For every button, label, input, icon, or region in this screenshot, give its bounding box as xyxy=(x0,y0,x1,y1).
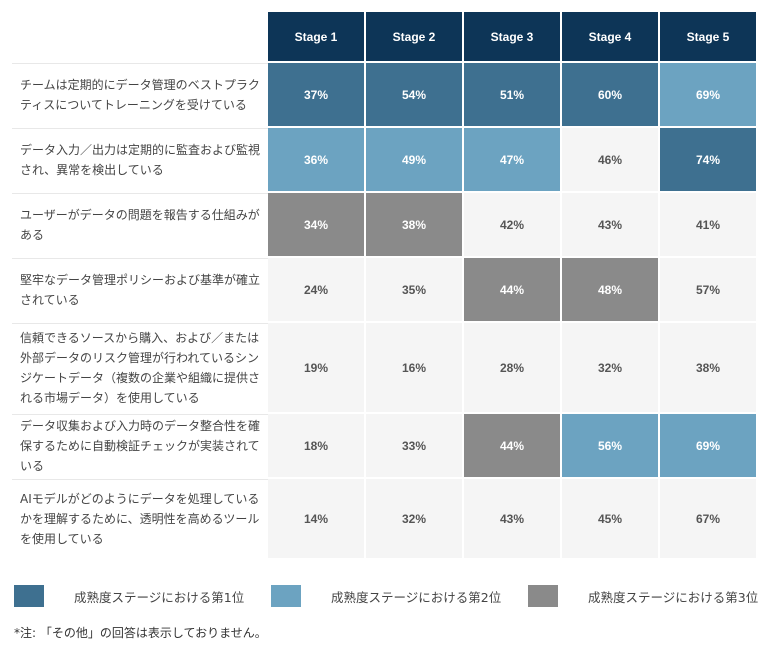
footnote: *注: 「その他」の回答は表示しておりません。 xyxy=(14,626,267,640)
value-cell: 56% xyxy=(562,414,658,477)
table-body: チームは定期的にデータ管理のベストプラクティスについてトレーニングを受けている 3… xyxy=(12,61,758,558)
value-cell: 32% xyxy=(366,479,462,558)
row-label: ユーザーがデータの問題を報告する仕組みがある xyxy=(12,193,268,256)
value-cell: 42% xyxy=(464,193,560,256)
legend-item-rank1: 成熟度ステージにおける第1位 xyxy=(14,585,271,607)
value-cell: 34% xyxy=(268,193,364,256)
table-row: データ入力／出力は定期的に監査および監視され、異常を検出している 36% 49% 47… xyxy=(12,126,758,191)
value-cell: 38% xyxy=(660,323,756,412)
table-row: ユーザーがデータの問題を報告する仕組みがある 34% 38% 42% 43% 41% xyxy=(12,191,758,256)
maturity-table: Stage 1 Stage 2 Stage 3 Stage 4 Stage 5 … xyxy=(12,12,758,558)
legend: 成熟度ステージにおける第1位 成熟度ステージにおける第2位 成熟度ステージにおけ… xyxy=(14,585,768,607)
value-cell: 18% xyxy=(268,414,364,477)
value-cell: 49% xyxy=(366,128,462,191)
row-label: データ入力／出力は定期的に監査および監視され、異常を検出している xyxy=(12,128,268,191)
legend-swatch xyxy=(528,585,558,607)
column-header: Stage 3 xyxy=(464,12,560,61)
header-row: Stage 1 Stage 2 Stage 3 Stage 4 Stage 5 xyxy=(12,12,758,61)
value-cell: 69% xyxy=(660,63,756,126)
row-label: 堅牢なデータ管理ポリシーおよび基準が確立されている xyxy=(12,258,268,321)
legend-item-rank2: 成熟度ステージにおける第2位 xyxy=(271,585,528,607)
column-header: Stage 2 xyxy=(366,12,462,61)
value-cell: 37% xyxy=(268,63,364,126)
value-cell: 60% xyxy=(562,63,658,126)
table-row: AIモデルがどのようにデータを処理しているかを理解するために、透明性を高めるツー… xyxy=(12,477,758,558)
legend-item-rank3: 成熟度ステージにおける第3位 xyxy=(528,585,768,607)
legend-swatch xyxy=(14,585,44,607)
row-label: AIモデルがどのようにデータを処理しているかを理解するために、透明性を高めるツー… xyxy=(12,479,268,558)
row-label: 信頼できるソースから購入、および／または外部データのリスク管理が行われているシン… xyxy=(12,323,268,412)
column-header: Stage 1 xyxy=(268,12,364,61)
value-cell: 16% xyxy=(366,323,462,412)
value-cell: 48% xyxy=(562,258,658,321)
value-cell: 67% xyxy=(660,479,756,558)
value-cell: 24% xyxy=(268,258,364,321)
table-row: チームは定期的にデータ管理のベストプラクティスについてトレーニングを受けている 3… xyxy=(12,61,758,126)
value-cell: 44% xyxy=(464,258,560,321)
value-cell: 69% xyxy=(660,414,756,477)
value-cell: 43% xyxy=(562,193,658,256)
value-cell: 51% xyxy=(464,63,560,126)
column-header: Stage 5 xyxy=(660,12,756,61)
value-cell: 19% xyxy=(268,323,364,412)
legend-label: 成熟度ステージにおける第1位 xyxy=(74,589,245,605)
value-cell: 14% xyxy=(268,479,364,558)
value-cell: 43% xyxy=(464,479,560,558)
value-cell: 47% xyxy=(464,128,560,191)
table-row: 堅牢なデータ管理ポリシーおよび基準が確立されている 24% 35% 44% 48% 57% xyxy=(12,256,758,321)
value-cell: 46% xyxy=(562,128,658,191)
value-cell: 33% xyxy=(366,414,462,477)
value-cell: 45% xyxy=(562,479,658,558)
value-cell: 44% xyxy=(464,414,560,477)
value-cell: 35% xyxy=(366,258,462,321)
legend-label: 成熟度ステージにおける第3位 xyxy=(588,589,759,605)
value-cell: 28% xyxy=(464,323,560,412)
table-row: 信頼できるソースから購入、および／または外部データのリスク管理が行われているシン… xyxy=(12,321,758,412)
legend-swatch xyxy=(271,585,301,607)
value-cell: 32% xyxy=(562,323,658,412)
header-blank xyxy=(12,12,268,61)
value-cell: 36% xyxy=(268,128,364,191)
value-cell: 57% xyxy=(660,258,756,321)
legend-label: 成熟度ステージにおける第2位 xyxy=(331,589,502,605)
value-cell: 74% xyxy=(660,128,756,191)
table-row: データ収集および入力時のデータ整合性を確保するために自動検証チェックが実装されて… xyxy=(12,412,758,477)
value-cell: 38% xyxy=(366,193,462,256)
row-label: チームは定期的にデータ管理のベストプラクティスについてトレーニングを受けている xyxy=(12,63,268,126)
value-cell: 41% xyxy=(660,193,756,256)
value-cell: 54% xyxy=(366,63,462,126)
column-header: Stage 4 xyxy=(562,12,658,61)
row-label: データ収集および入力時のデータ整合性を確保するために自動検証チェックが実装されて… xyxy=(12,414,268,477)
